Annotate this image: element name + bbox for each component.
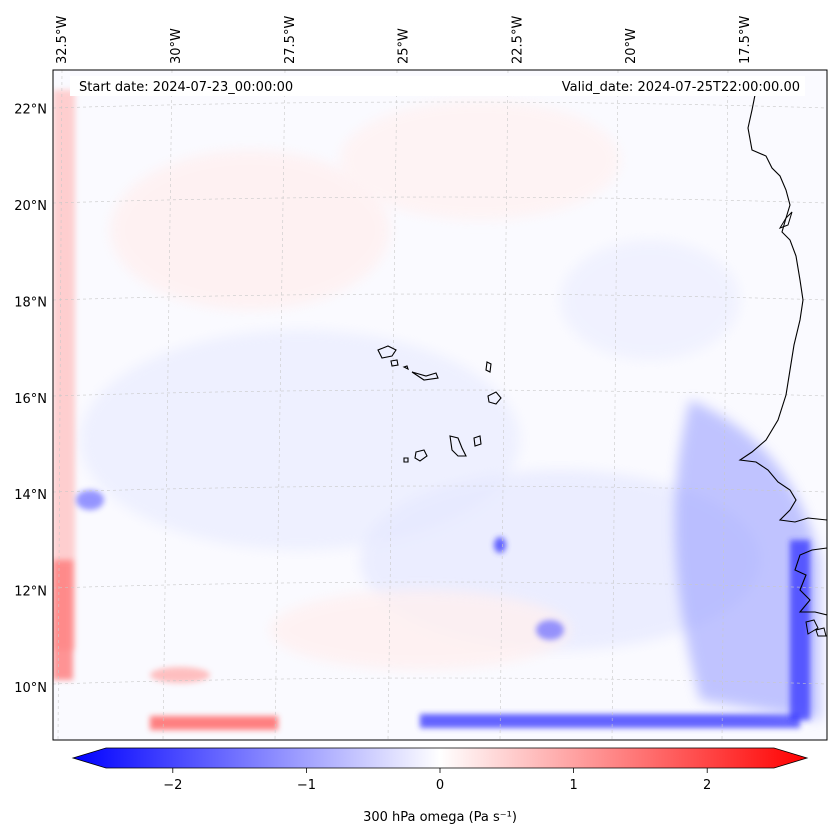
parallel bbox=[53, 196, 827, 204]
field-right-edge bbox=[790, 540, 810, 720]
lat-tick-label: 12°N bbox=[14, 585, 47, 600]
parallel bbox=[53, 293, 827, 301]
africa-coastline-south bbox=[794, 547, 827, 616]
map-frame bbox=[52, 69, 828, 741]
colorbar-label: 300 hPa omega (Pa s⁻¹) bbox=[363, 810, 517, 825]
africa-coastline bbox=[738, 89, 827, 523]
meridian bbox=[162, 70, 173, 740]
field-blob bbox=[536, 620, 564, 640]
island-maio bbox=[473, 435, 482, 447]
island-sal bbox=[485, 361, 492, 373]
parallel bbox=[53, 677, 827, 685]
field-patch bbox=[560, 240, 740, 360]
colorbar-body bbox=[71, 747, 809, 769]
meridian bbox=[274, 70, 286, 740]
meridian bbox=[611, 70, 619, 740]
field-patch bbox=[270, 590, 570, 670]
lat-tick-label: 10°N bbox=[14, 681, 47, 696]
island-boa-vista bbox=[487, 391, 502, 405]
field-bottom-blue bbox=[420, 714, 800, 728]
meridian bbox=[499, 70, 509, 740]
lat-tick-label: 20°N bbox=[14, 199, 47, 214]
colorbar-tick-label: 1 bbox=[569, 778, 577, 793]
meridian bbox=[57, 70, 63, 740]
lon-tick-label: 25°W bbox=[397, 28, 412, 64]
meridian bbox=[721, 70, 729, 740]
field-blob bbox=[150, 667, 210, 683]
colorbar-tick-label: −1 bbox=[297, 778, 316, 793]
field-patch bbox=[110, 150, 390, 310]
lat-tick-label: 22°N bbox=[14, 103, 47, 118]
lon-tick-label: 27.5°W bbox=[283, 16, 298, 64]
island-brava bbox=[403, 457, 409, 463]
date-banner-background bbox=[70, 76, 805, 96]
lon-tick-label: 17.5°W bbox=[738, 16, 753, 64]
start-date-label: Start date: 2024-07-23_00:00:00 bbox=[79, 80, 293, 95]
lon-tick-label: 22.5°W bbox=[510, 16, 525, 64]
coast-inlet bbox=[778, 211, 793, 229]
island-sao-vicente bbox=[390, 359, 399, 367]
graticule bbox=[53, 70, 827, 740]
longitude-labels: 32.5°W 30°W 27.5°W 25°W 22.5°W 20°W 17.5°W bbox=[55, 16, 753, 64]
map-panel: Start date: 2024-07-23_00:00:00 Valid_da… bbox=[53, 70, 827, 740]
field-left-band bbox=[53, 90, 75, 650]
lat-tick-label: 14°N bbox=[14, 488, 47, 503]
field-bottom-red bbox=[150, 716, 278, 730]
field-blob bbox=[76, 490, 104, 510]
coast-islands-south bbox=[805, 619, 827, 637]
valid-date-label: Valid_date: 2024-07-25T22:00:00.00 bbox=[562, 80, 800, 95]
island-santo-antao bbox=[377, 345, 397, 359]
latitude-labels: 22°N 20°N 18°N 16°N 14°N 12°N 10°N bbox=[14, 103, 47, 696]
island-santiago bbox=[449, 435, 467, 457]
omega-field bbox=[53, 90, 820, 730]
colorbar: −2 −1 0 1 2 300 hPa omega (Pa s⁻¹) bbox=[71, 747, 809, 825]
parallel bbox=[53, 485, 827, 493]
colorbar-tick-label: 0 bbox=[436, 778, 444, 793]
parallel bbox=[53, 389, 827, 397]
lon-tick-label: 30°W bbox=[169, 28, 184, 64]
field-right-plume bbox=[674, 400, 820, 720]
lat-tick-label: 18°N bbox=[14, 295, 47, 310]
field-patch bbox=[340, 100, 620, 220]
island-santa-luzia bbox=[402, 365, 409, 371]
colorbar-ticks: −2 −1 0 1 2 bbox=[163, 768, 711, 793]
island-sao-nicolau bbox=[411, 371, 439, 381]
field-patch bbox=[80, 330, 520, 550]
island-fogo bbox=[414, 449, 428, 462]
field-left-band-strong bbox=[53, 560, 73, 680]
cape-verde-islands bbox=[377, 345, 502, 463]
lat-tick-label: 16°N bbox=[14, 392, 47, 407]
meridian bbox=[387, 70, 398, 740]
lon-tick-label: 20°W bbox=[624, 28, 639, 64]
parallel bbox=[53, 581, 827, 589]
colorbar-tick-label: −2 bbox=[163, 778, 182, 793]
colorbar-tick-label: 2 bbox=[703, 778, 711, 793]
parallel bbox=[53, 101, 827, 109]
field-blob bbox=[494, 537, 506, 553]
lon-tick-label: 32.5°W bbox=[55, 16, 70, 64]
